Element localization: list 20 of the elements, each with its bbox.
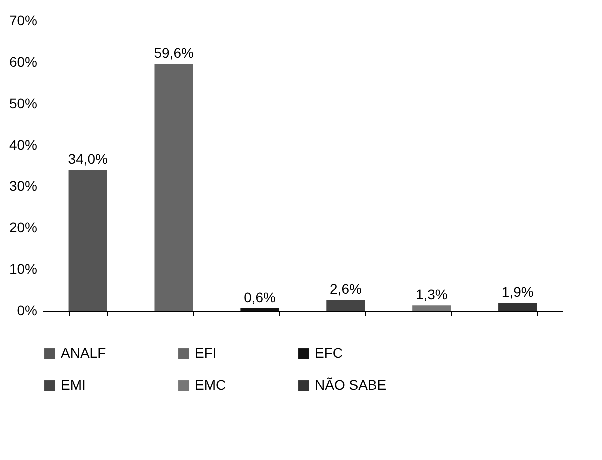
data-label: 1,3% [416, 286, 448, 303]
legend-label: EMI [61, 377, 86, 393]
data-label: 34,0% [68, 151, 108, 168]
y-tick-label: 50% [9, 95, 38, 112]
data-label: 1,9% [502, 284, 534, 300]
y-tick-label: 30% [9, 178, 38, 194]
data-label: 59,6% [154, 45, 194, 62]
data-label: 0,6% [244, 290, 276, 306]
legend-label: NÃO SABE [315, 377, 387, 393]
legend-label: EFI [195, 345, 217, 361]
y-tick-label: 10% [9, 261, 38, 278]
legend-label: EMC [195, 377, 226, 393]
data-label: 2,6% [330, 281, 362, 298]
y-tick-label: 0% [17, 302, 38, 318]
y-tick-label: 60% [9, 54, 38, 70]
legend-label: EFC [315, 345, 343, 361]
y-tick-label: 70% [9, 12, 38, 28]
y-tick-label: 20% [9, 220, 38, 236]
y-tick-label: 40% [9, 136, 38, 153]
legend-label: ANALF [61, 345, 106, 361]
